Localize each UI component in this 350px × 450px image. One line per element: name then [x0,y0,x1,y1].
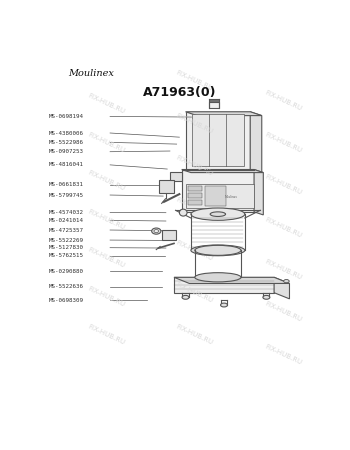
Text: MS-5522636: MS-5522636 [48,284,83,289]
Text: FIX-HUB.RU: FIX-HUB.RU [264,216,303,239]
Text: FIX-HUB.RU: FIX-HUB.RU [175,70,214,92]
Text: MS-4574032: MS-4574032 [48,210,83,215]
Ellipse shape [284,279,289,283]
Polygon shape [182,170,263,173]
Ellipse shape [182,295,189,299]
Text: MS-4816041: MS-4816041 [48,162,83,167]
Bar [162,230,176,240]
Ellipse shape [154,230,159,233]
Bar [188,194,202,198]
Bar [192,114,244,166]
Bar [205,186,226,207]
Text: FIX-HUB.RU: FIX-HUB.RU [175,154,214,177]
Bar [170,172,182,181]
Ellipse shape [195,273,241,282]
Text: MS-0241014: MS-0241014 [48,218,83,223]
Text: FIX-HUB.RU: FIX-HUB.RU [175,239,214,261]
Ellipse shape [263,295,270,299]
Text: MS-5127830: MS-5127830 [48,245,83,250]
Ellipse shape [195,245,241,255]
Text: MS-0698194: MS-0698194 [48,114,83,119]
Text: Moulinex: Moulinex [224,195,237,199]
Text: MS-5799745: MS-5799745 [48,193,83,198]
Text: A71963(0): A71963(0) [143,86,216,99]
Text: FIX-HUB.RU: FIX-HUB.RU [175,324,214,346]
Polygon shape [250,112,262,173]
Text: MS-0907253: MS-0907253 [48,149,83,154]
Polygon shape [254,170,263,215]
Text: FIX-HUB.RU: FIX-HUB.RU [264,343,303,365]
Bar [186,184,254,208]
Text: Moulinex: Moulinex [68,69,114,78]
Text: MS-0661831: MS-0661831 [48,183,83,188]
Text: MS-5522986: MS-5522986 [48,140,83,145]
Text: FIX-HUB.RU: FIX-HUB.RU [87,208,126,231]
Ellipse shape [191,245,245,256]
Bar [159,180,174,193]
Text: FIX-HUB.RU: FIX-HUB.RU [175,282,214,304]
Text: FIX-HUB.RU: FIX-HUB.RU [264,301,303,323]
Ellipse shape [210,212,225,216]
Text: FIX-HUB.RU: FIX-HUB.RU [87,93,126,115]
Bar [188,200,202,205]
Text: FIX-HUB.RU: FIX-HUB.RU [87,324,126,346]
Text: MS-0698309: MS-0698309 [48,297,83,302]
Text: FIX-HUB.RU: FIX-HUB.RU [175,197,214,219]
Text: FIX-HUB.RU: FIX-HUB.RU [264,131,303,154]
Text: MS-0290880: MS-0290880 [48,269,83,274]
Polygon shape [174,277,289,284]
Ellipse shape [152,228,161,234]
Polygon shape [274,277,289,299]
Ellipse shape [284,279,289,283]
Polygon shape [186,112,262,116]
Text: MS-4380006: MS-4380006 [48,130,83,135]
Text: FIX-HUB.RU: FIX-HUB.RU [264,174,303,196]
Bar [188,186,202,191]
Text: MS-5522269: MS-5522269 [48,238,83,243]
Ellipse shape [179,209,187,216]
Bar [182,170,254,212]
Text: MS-4725357: MS-4725357 [48,228,83,233]
Bar [186,112,250,170]
Text: FIX-HUB.RU: FIX-HUB.RU [175,112,214,135]
Text: FIX-HUB.RU: FIX-HUB.RU [87,131,126,154]
Text: FIX-HUB.RU: FIX-HUB.RU [87,285,126,308]
Text: FIX-HUB.RU: FIX-HUB.RU [87,170,126,192]
Bar [209,102,219,108]
Text: FIX-HUB.RU: FIX-HUB.RU [264,258,303,281]
Text: MS-5762515: MS-5762515 [48,253,83,258]
Text: FIX-HUB.RU: FIX-HUB.RU [264,89,303,112]
Ellipse shape [220,303,228,307]
Bar [174,277,274,292]
Text: FIX-HUB.RU: FIX-HUB.RU [87,247,126,269]
Ellipse shape [191,208,245,220]
